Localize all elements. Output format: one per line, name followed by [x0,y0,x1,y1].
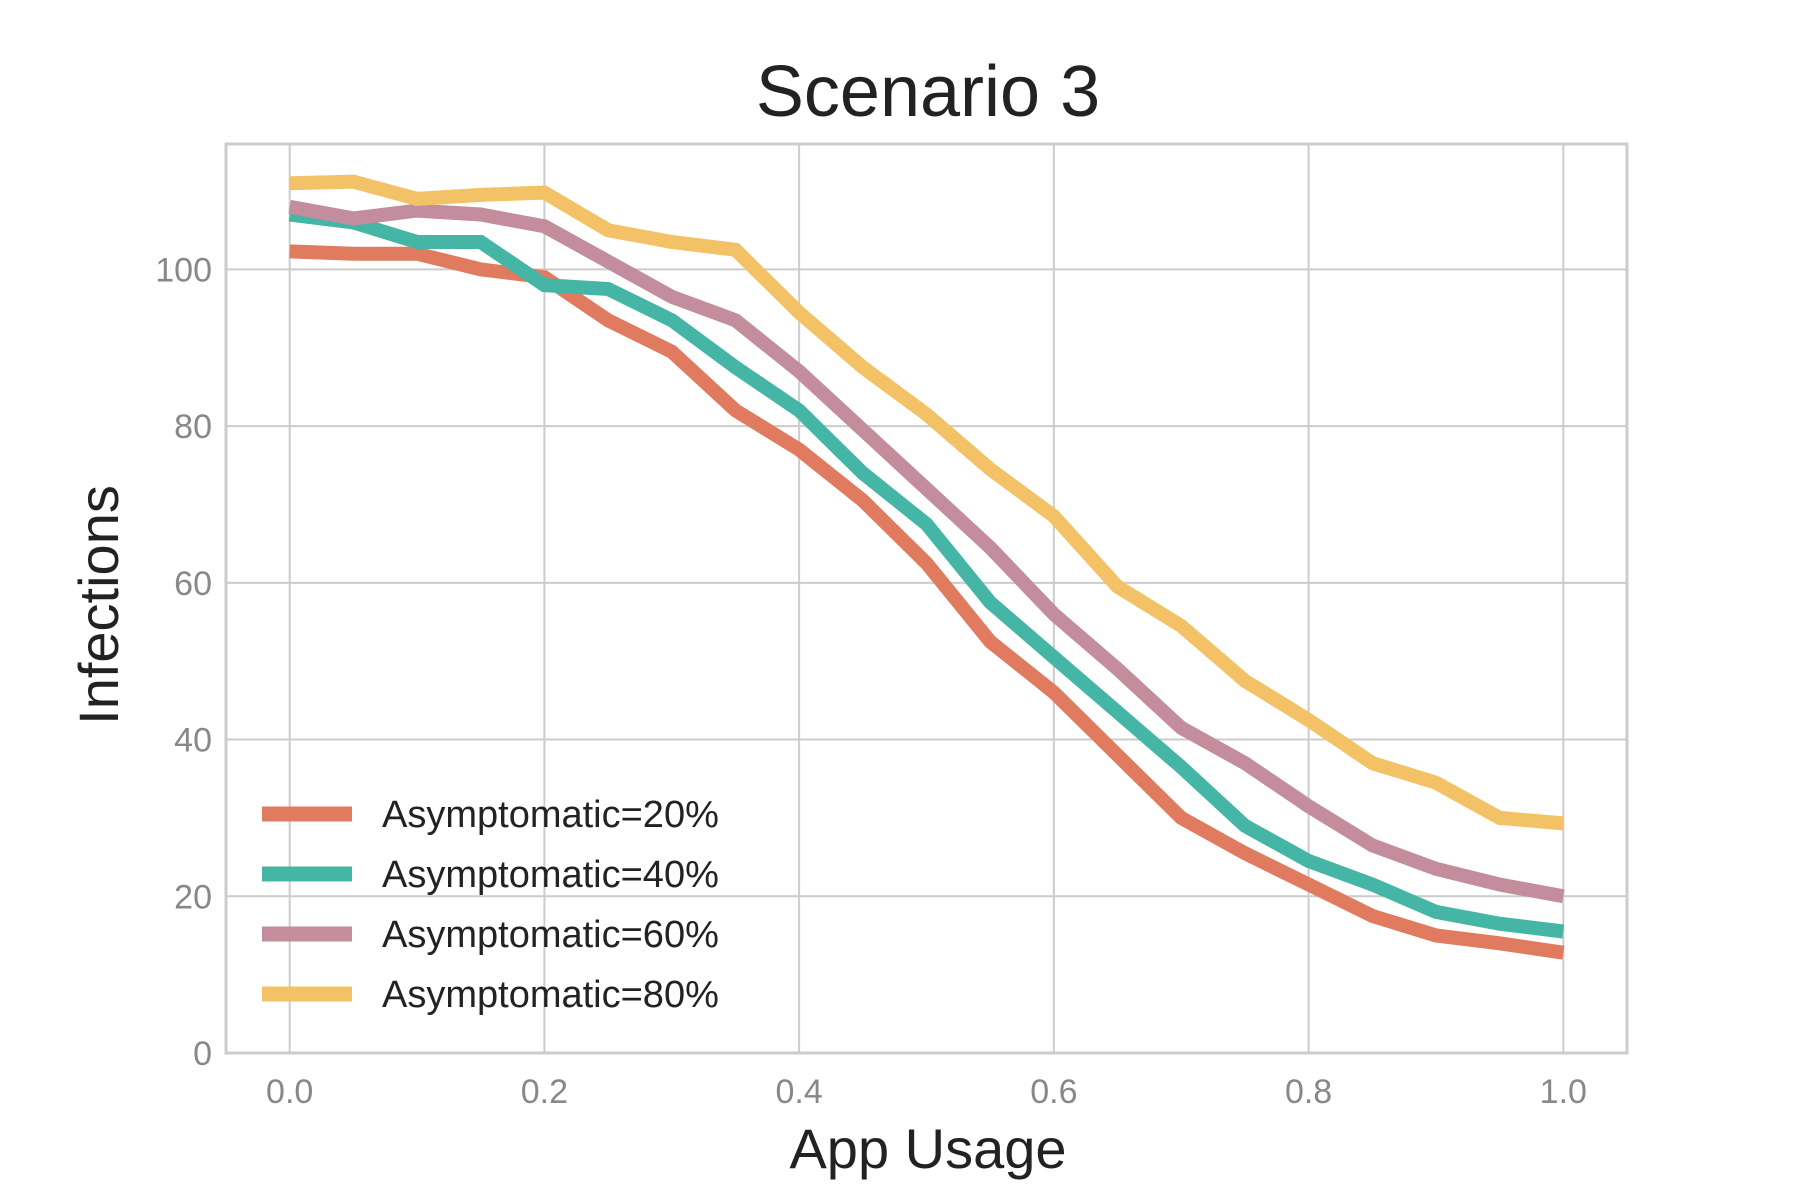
x-tick-label: 0.2 [521,1073,568,1111]
y-tick-label: 100 [155,251,212,289]
x-tick-label: 1.0 [1540,1073,1587,1111]
y-tick-label: 0 [193,1035,212,1073]
x-tick-label: 0.6 [1030,1073,1077,1111]
legend-label-4: Asymptomatic=80% [382,974,719,1016]
y-tick-label: 40 [174,722,212,760]
y-tick-labels: 0 20 40 60 80 100 [155,251,212,1073]
legend-label-3: Asymptomatic=60% [382,914,719,956]
chart-title: Scenario 3 [756,52,1100,132]
legend-label-1: Asymptomatic=20% [382,794,719,836]
y-tick-label: 60 [174,565,212,603]
y-tick-label: 20 [174,878,212,916]
x-tick-labels: 0.0 0.2 0.4 0.6 0.8 1.0 [266,1073,1587,1111]
series-line-1 [289,244,1565,960]
series-lines [288,174,1565,960]
x-tick-label: 0.8 [1285,1073,1332,1111]
series-line-3 [288,199,1565,904]
y-axis-label: Infections [67,485,130,725]
series-line-4 [289,174,1564,831]
legend: Asymptomatic=20% Asymptomatic=40% Asymptom… [262,794,719,1016]
series-line-2 [288,207,1565,939]
x-axis-label: App Usage [789,1117,1066,1180]
legend-label-2: Asymptomatic=40% [382,854,719,896]
x-tick-label: 0.4 [776,1073,823,1111]
y-tick-label: 80 [174,408,212,446]
x-tick-label: 0.0 [266,1073,313,1111]
plot-frame [224,142,1629,1055]
